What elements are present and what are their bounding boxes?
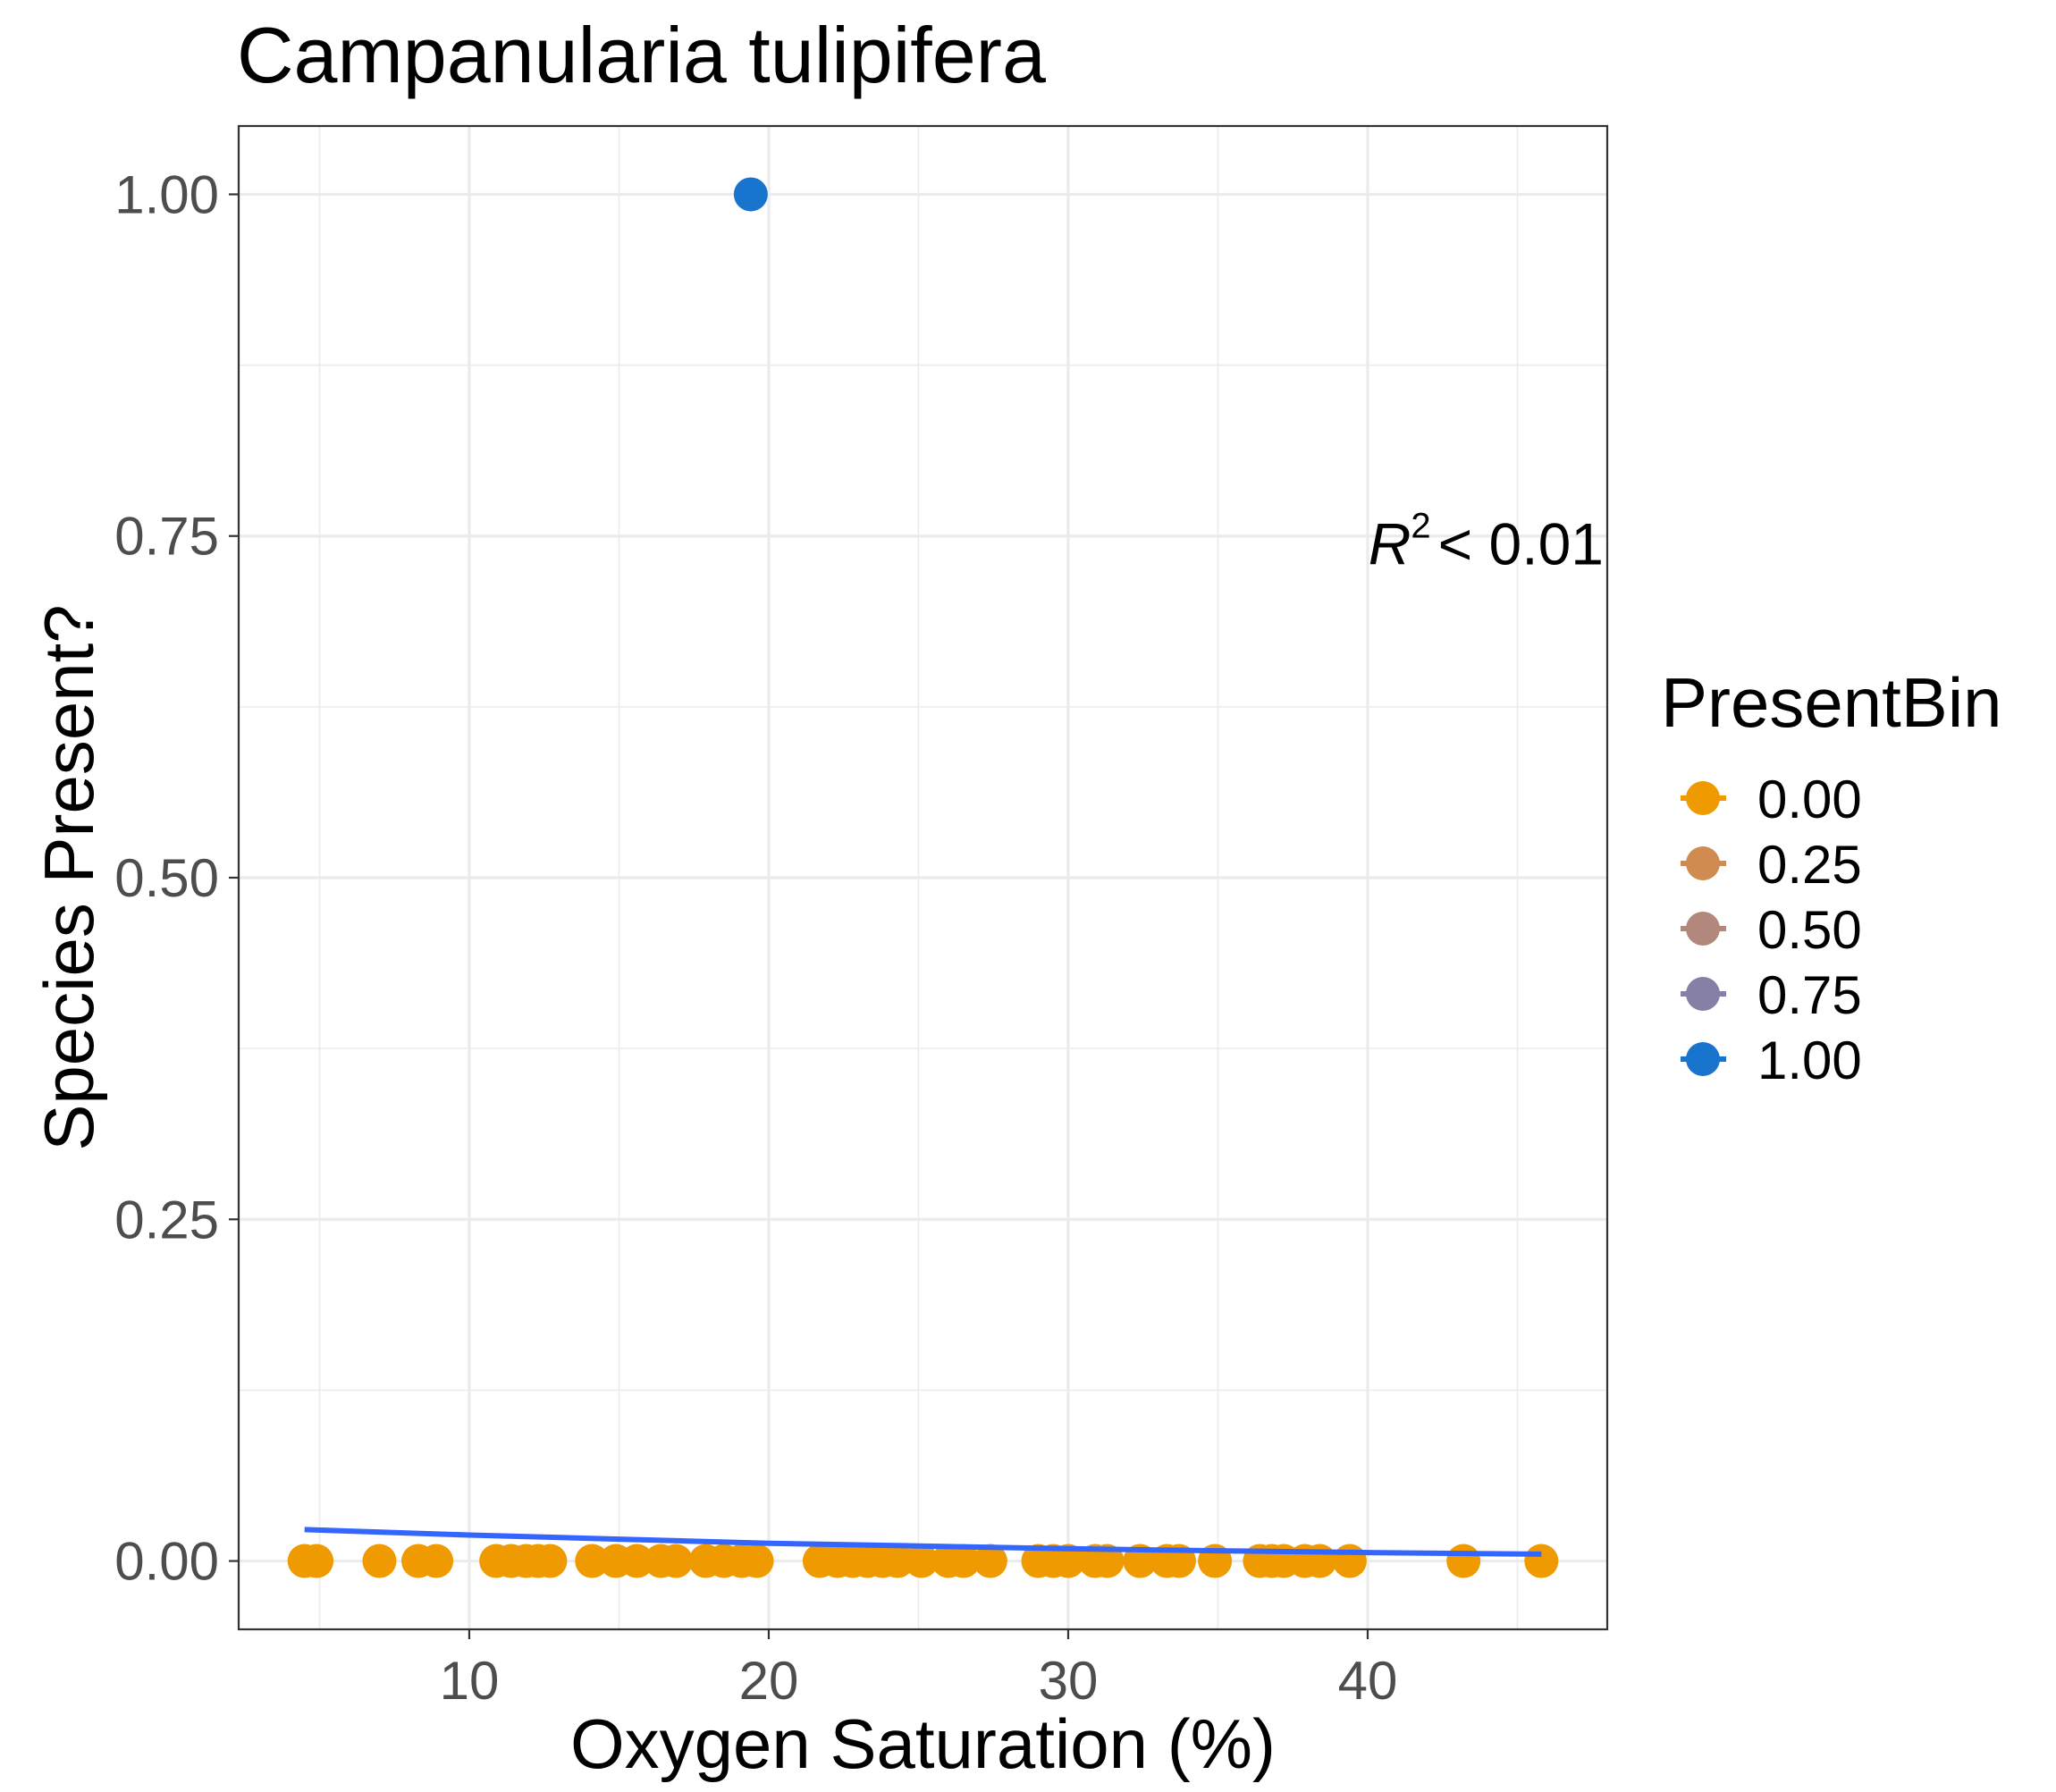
data-point [973,1544,1007,1578]
legend-key-point [1686,912,1720,946]
legend-label: 0.00 [1757,770,1862,829]
y-tick-label: 0.75 [114,507,219,567]
y-tick-label: 1.00 [114,164,219,224]
legend-label: 1.00 [1757,1031,1862,1090]
r-squared-symbol: R [1369,511,1411,577]
data-point [733,177,768,212]
y-tick-label: 0.25 [114,1190,219,1249]
data-point [1302,1544,1337,1578]
data-point [575,1544,610,1578]
data-point [946,1544,981,1578]
y-tick-label: 0.00 [114,1532,219,1592]
legend-label: 0.50 [1757,900,1862,960]
x-tick-label: 20 [739,1651,799,1711]
data-point [1446,1544,1481,1578]
x-tick-label: 30 [1039,1651,1099,1711]
data-point [419,1544,454,1578]
r-squared-exponent: 2 [1411,507,1430,546]
legend-key-point [1686,977,1720,1011]
data-point [904,1544,939,1578]
r-squared-annotation: R2 < 0.01 [1369,507,1604,577]
data-point [1090,1544,1125,1578]
data-point [1123,1544,1158,1578]
y-tick-label: 0.50 [114,848,219,908]
grid [239,126,1607,1629]
x-tick-label: 40 [1338,1651,1398,1711]
data-point [659,1544,694,1578]
data-point [533,1544,568,1578]
legend-label: 0.75 [1757,965,1862,1025]
data-point [881,1544,915,1578]
axes: 0.00 0.25 0.50 0.75 1.00 10 20 30 40 [114,164,1397,1711]
legend-key-point [1686,781,1720,815]
legend-title: PresentBin [1661,663,2002,742]
legend-key-point [1686,846,1720,880]
chart-title: Campanularia tulipifera [237,11,1046,99]
y-axis-title: Species Present? [29,604,108,1150]
legend-items: 0.00 0.250.500.75 1.00 [1681,770,1862,1090]
data-layer [287,177,1559,1578]
r-squared-value: < 0.01 [1438,511,1604,577]
data-point [739,1544,774,1578]
data-point [299,1544,334,1578]
x-axis-title: Oxygen Saturation (%) [570,1704,1276,1783]
data-point [362,1544,397,1578]
data-point [1332,1544,1367,1578]
data-point [619,1544,654,1578]
legend-label: 0.25 [1757,835,1862,895]
legend: PresentBin 0.00 0.250.500.75 1.00 [1661,663,2002,1090]
data-point [1524,1544,1559,1578]
legend-key-point [1686,1042,1720,1076]
data-point [1050,1544,1085,1578]
trend-line [304,1527,1542,1557]
x-tick-label: 10 [440,1651,500,1711]
